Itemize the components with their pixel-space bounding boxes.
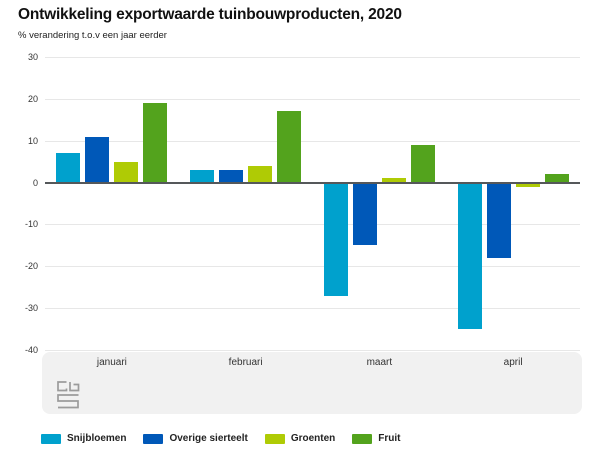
gridline [45,266,580,268]
y-axis-tick-label: -40 [24,345,38,355]
x-axis-label-april: april [503,357,523,368]
legend-item-groenten: Groenten [264,433,336,444]
cbs-logo-icon [57,381,80,409]
legend-swatch-overige-sierteelt [143,433,164,444]
legend-item-overige-sierteelt: Overige sierteelt [143,433,248,444]
gridline [45,57,580,58]
legend-swatch-groenten [264,433,285,444]
bar-snijbloemen-april [457,182,482,330]
gridline [45,350,580,351]
legend-item-snijbloemen: Snijbloemen [41,433,126,444]
bar-snijbloemen-maart [323,182,348,296]
legend-swatch-fruit [352,433,373,444]
legend-swatch-snijbloemen [41,433,61,444]
chart-legend: Snijbloemen Overige sierteelt Groenten Frui… [41,433,401,444]
bar-fruit-januari [143,103,168,183]
gridline [45,224,580,226]
y-axis-tick-label: 0 [32,177,38,188]
zero-axis-line [45,181,580,184]
bar-snijbloemen-januari [56,153,81,183]
bar-groenten-maart [381,178,406,183]
bar-fruit-maart [410,144,435,183]
chart-subtitle: % verandering t.o.v een jaar eerder [18,30,167,41]
gridline [45,308,580,310]
x-axis-label-januari: januari [96,357,127,368]
y-axis-tick-label: -20 [24,261,38,272]
legend-label: Overige sierteelt [169,433,248,444]
bar-overige-sierteelt-februari [219,170,244,183]
y-axis-tick-label: -30 [24,303,38,314]
legend-item-fruit: Fruit [352,433,401,444]
legend-label: Fruit [378,433,401,444]
y-axis-tick-label: 30 [27,52,38,62]
legend-label: Snijbloemen [67,433,127,444]
x-axis-label-februari: februari [228,357,263,368]
y-axis-tick-label: -10 [24,219,38,230]
bar-groenten-januari [114,161,139,183]
bar-fruit-februari [277,111,302,183]
x-axis-label-maart: maart [366,357,393,368]
bar-groenten-april [515,182,540,187]
gridline [45,98,580,100]
gridline [45,140,580,142]
bar-overige-sierteelt-maart [352,182,377,246]
chart-title: Ontwikkeling exportwaarde tuinbouwproduc… [18,6,402,23]
y-axis-tick-label: 10 [27,135,38,146]
bar-overige-sierteelt-januari [85,136,110,183]
bar-overige-sierteelt-april [486,182,511,258]
legend-label: Groenten [290,433,336,444]
bar-groenten-februari [248,165,273,183]
x-axis-band [42,352,582,414]
y-axis-tick-label: 20 [27,93,38,104]
bar-snijbloemen-februari [190,170,215,183]
bar-fruit-april [544,174,569,183]
